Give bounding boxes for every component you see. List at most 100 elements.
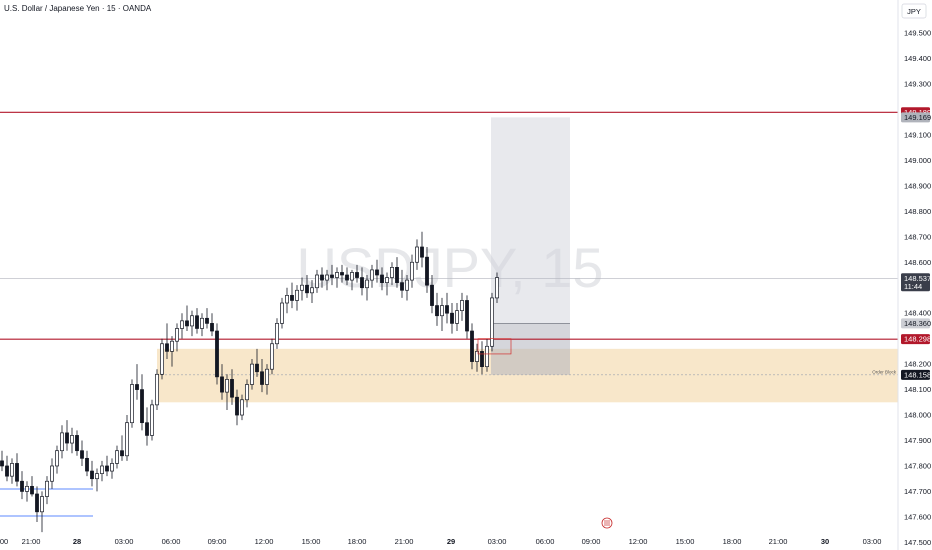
chart-title: U.S. Dollar / Japanese Yen · 15 · OANDA — [4, 4, 152, 13]
candle — [380, 274, 384, 283]
candle — [40, 496, 44, 513]
candle — [275, 323, 279, 345]
time-tick-label: 28 — [73, 537, 81, 546]
candle — [195, 315, 199, 329]
candle — [15, 463, 19, 482]
price-tag[interactable] — [901, 273, 930, 292]
candle — [365, 279, 369, 289]
price-tick-label: 148.600 — [904, 258, 931, 267]
candle — [230, 379, 234, 398]
candle — [110, 463, 114, 472]
red-marker-box[interactable] — [477, 338, 512, 355]
candle — [495, 277, 499, 299]
candle — [240, 399, 244, 416]
price-tag[interactable] — [901, 112, 930, 123]
price-tag[interactable] — [901, 334, 930, 345]
candle — [235, 396, 239, 416]
candle — [160, 343, 164, 375]
candle — [175, 328, 179, 342]
candle — [490, 297, 494, 347]
candle — [285, 295, 289, 304]
price-tick-label: 148.900 — [904, 181, 931, 190]
candle — [465, 300, 469, 332]
candle — [390, 267, 394, 278]
candle — [115, 450, 119, 464]
candle — [335, 272, 339, 278]
candle — [350, 272, 354, 281]
candle — [5, 465, 9, 477]
position-stop-zone[interactable] — [491, 323, 570, 375]
time-tick-label: 06:00 — [162, 537, 181, 546]
candle — [400, 282, 404, 291]
price-tag-label: 149.189 — [904, 108, 931, 117]
candle — [290, 295, 294, 301]
candle — [470, 330, 474, 362]
price-tick-label: 149.100 — [904, 130, 931, 139]
position-target-zone[interactable] — [491, 117, 570, 324]
candle — [420, 246, 424, 258]
candle — [140, 389, 144, 424]
candle — [65, 432, 69, 444]
candle — [295, 289, 299, 301]
candle — [475, 351, 479, 362]
candle — [310, 287, 314, 294]
candle — [445, 305, 449, 314]
candle — [85, 457, 89, 472]
candle — [410, 261, 414, 281]
price-tick-label: 147.900 — [904, 436, 931, 445]
price-tick-label: 147.800 — [904, 461, 931, 470]
candle — [190, 315, 194, 327]
time-tick-label: 29 — [447, 537, 455, 546]
time-tick-label: 09:00 — [208, 537, 227, 546]
candle — [95, 473, 99, 480]
price-tick-label: 147.600 — [904, 512, 931, 521]
price-tick-label: 148.700 — [904, 232, 931, 241]
candle — [435, 305, 439, 317]
candle — [300, 284, 304, 291]
candle — [340, 272, 344, 276]
price-tick-label: 148.200 — [904, 360, 931, 369]
candle — [215, 330, 219, 378]
candle — [415, 246, 419, 263]
candle — [165, 343, 169, 352]
time-tick-label: 21:00 — [22, 537, 41, 546]
candle — [170, 340, 174, 352]
time-tick-label: 18:00 — [348, 537, 367, 546]
candle — [125, 422, 129, 457]
time-tick-label: 03:00 — [488, 537, 507, 546]
price-tag-label: 148.537 — [904, 274, 931, 283]
candle — [155, 373, 159, 406]
candle — [480, 351, 484, 368]
candle — [75, 435, 79, 452]
time-tick-label: 03:00 — [863, 537, 882, 546]
price-tag[interactable] — [901, 318, 930, 329]
time-tick-label: 06:00 — [536, 537, 555, 546]
candle — [20, 480, 24, 492]
candle — [395, 267, 399, 283]
price-tick-label: 149.000 — [904, 156, 931, 165]
price-tick-label: 147.500 — [904, 538, 931, 547]
price-tag[interactable] — [901, 369, 930, 380]
time-tick-label: 21:00 — [769, 537, 788, 546]
candle — [145, 422, 149, 436]
candle — [80, 450, 84, 459]
candle — [450, 312, 454, 324]
candle — [250, 363, 254, 385]
price-tick-label: 148.000 — [904, 411, 931, 420]
currency-box[interactable] — [901, 3, 927, 19]
price-tick-label: 149.400 — [904, 54, 931, 63]
candle — [150, 404, 154, 436]
candle — [35, 493, 39, 513]
price-tick-label: 149.500 — [904, 29, 931, 38]
candle — [355, 272, 359, 278]
candle — [105, 465, 109, 472]
price-tick-label: 148.800 — [904, 207, 931, 216]
us-flag-icon[interactable] — [601, 517, 613, 529]
time-tick-label: 09:00 — [582, 537, 601, 546]
candle — [205, 317, 209, 324]
candle — [430, 284, 434, 306]
candle — [70, 435, 74, 444]
candle — [210, 323, 214, 332]
candle — [135, 384, 139, 390]
